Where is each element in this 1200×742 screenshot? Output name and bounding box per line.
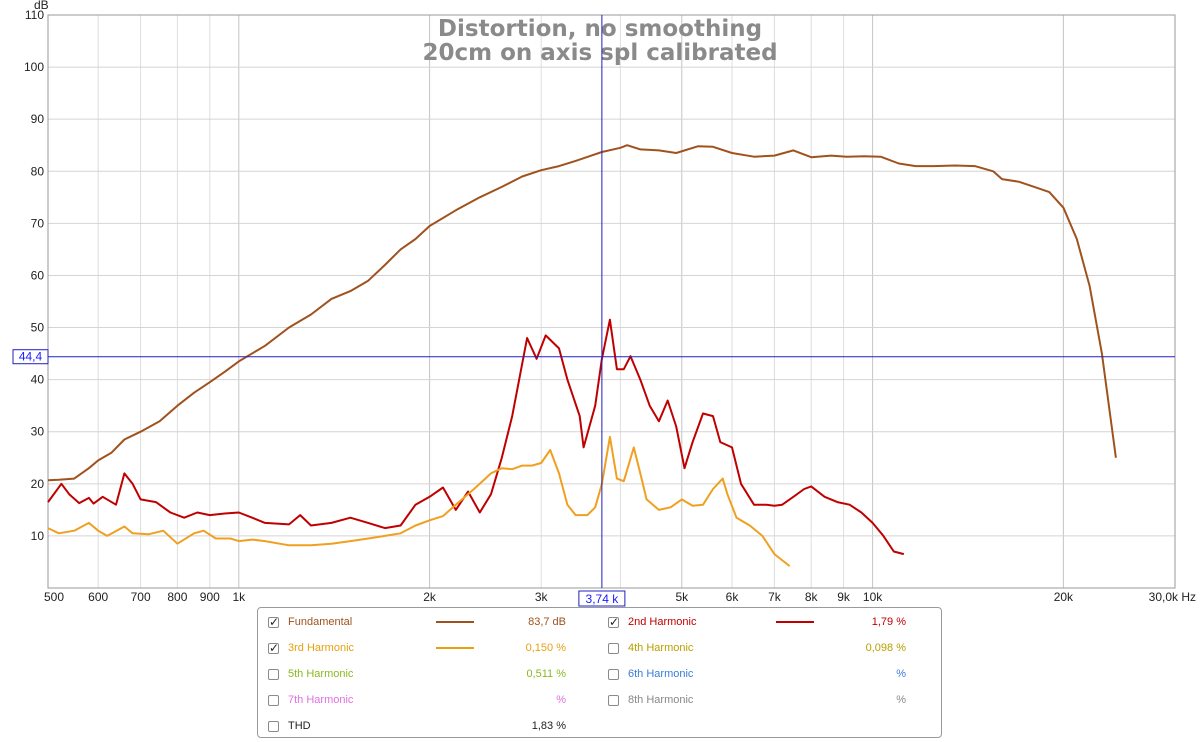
cursor-y-readout: 44,4	[19, 350, 43, 364]
legend-value: 1,79 %	[871, 616, 906, 628]
x-tick-label: 9k	[837, 590, 851, 604]
chart-subtitle: 20cm on axis spl calibrated	[422, 40, 777, 66]
x-tick-label: 7k	[768, 590, 782, 604]
legend-row-thd: THD 1,83 %	[268, 717, 598, 735]
y-tick-label: 40	[31, 373, 45, 387]
series-line-3rd-harmonic	[47, 435, 791, 567]
plot-frame	[47, 14, 1176, 589]
legend-series-name: 2nd Harmonic	[628, 616, 697, 628]
legend-value: %	[896, 694, 906, 706]
chart-series	[47, 144, 1117, 567]
legend-value: 0,098 %	[865, 642, 906, 654]
legend-series-name: 5th Harmonic	[288, 668, 354, 680]
x-tick-label: 8k	[805, 590, 819, 604]
x-axis-ticks: 500 600 700 800 900 1k 2k 3k 5k 6k 7k 8k 9k 10k 20k 30,…	[44, 590, 1196, 604]
y-tick-label: 80	[31, 164, 45, 178]
legend-checkbox[interactable]	[268, 668, 279, 680]
series-line-fundamental	[47, 144, 1117, 482]
y-tick-label: 20	[31, 477, 45, 491]
legend-row-fundamental: Fundamental 83,7 dB	[268, 613, 598, 631]
chart-grid	[47, 14, 1176, 588]
x-tick-label: 900	[200, 590, 220, 604]
x-tick-label: 5k	[675, 590, 689, 604]
x-tick-label: 20k	[1054, 590, 1074, 604]
x-tick-label: 500	[44, 590, 64, 604]
y-tick-label: 100	[24, 60, 44, 74]
x-tick-label: 30,0k Hz	[1149, 590, 1196, 604]
legend-value: 0,150 %	[525, 642, 566, 654]
cursor-x-readout-box	[578, 590, 626, 607]
legend-checkbox[interactable]	[608, 642, 619, 654]
y-tick-label: 110	[25, 8, 44, 22]
legend-value: %	[556, 694, 566, 706]
legend-series-name: 6th Harmonic	[628, 668, 694, 680]
legend-line-swatch	[436, 647, 474, 649]
legend-series-name: 4th Harmonic	[628, 642, 694, 654]
x-tick-label: 800	[167, 590, 187, 604]
legend-value: 1,83 %	[531, 720, 566, 732]
legend-line-swatch	[436, 621, 474, 623]
y-tick-label: 50	[31, 321, 45, 335]
legend-value: %	[896, 668, 906, 680]
legend-checkbox[interactable]	[608, 668, 619, 680]
x-tick-label: 6k	[726, 590, 740, 604]
y-tick-label: 30	[31, 425, 45, 439]
legend-checkbox[interactable]	[608, 615, 619, 629]
cursor-x-readout: 3,74 k	[586, 592, 620, 606]
y-tick-label: 10	[31, 529, 45, 543]
legend-value: 0,511 %	[526, 668, 566, 680]
legend-value: 83,7 dB	[528, 616, 566, 628]
legend-checkbox[interactable]	[608, 694, 619, 706]
y-axis-ticks: 10 20 30 40 50 60 70 80 90 100 110	[24, 8, 44, 543]
legend-series-name: THD	[288, 720, 311, 732]
legend-series-name: 3rd Harmonic	[288, 642, 355, 654]
cursor-y-readout-box	[12, 349, 49, 365]
legend-row-3rd-harmonic: 3rd Harmonic 0,150 %	[268, 639, 598, 657]
legend-row-8th-harmonic: 8th Harmonic%	[608, 691, 938, 709]
legend-line-swatch	[776, 621, 814, 623]
legend-panel: Fundamental 83,7 dB 2nd Harmonic 1,79 % 3rd …	[257, 607, 942, 738]
distortion-chart[interactable]: 10 20 30 40 50 60 70 80 90 100 110 500 600 700 800 900…	[0, 0, 1200, 610]
legend-series-name: Fundamental	[288, 616, 353, 628]
legend-checkbox[interactable]	[268, 615, 279, 629]
legend-checkbox[interactable]	[268, 720, 279, 732]
x-tick-label: 2k	[423, 590, 437, 604]
x-tick-label: 10k	[863, 590, 883, 604]
series-line-2nd-harmonic	[47, 318, 905, 556]
legend-series-name: 8th Harmonic	[628, 694, 694, 706]
legend-checkbox[interactable]	[268, 641, 279, 655]
x-tick-label: 3k	[535, 590, 549, 604]
plot-border	[47, 14, 1176, 589]
x-tick-label: 600	[88, 590, 108, 604]
legend-row-2nd-harmonic: 2nd Harmonic 1,79 %	[608, 613, 938, 631]
y-tick-label: 60	[31, 268, 45, 282]
y-tick-label: 90	[31, 112, 45, 126]
y-tick-label: 70	[31, 216, 45, 230]
legend-checkbox[interactable]	[268, 694, 279, 706]
legend-row-7th-harmonic: 7th Harmonic%	[268, 691, 598, 709]
x-tick-label: 700	[131, 590, 151, 604]
legend-series-name: 7th Harmonic	[288, 694, 354, 706]
legend-row-4th-harmonic: 4th Harmonic 0,098 %	[608, 639, 938, 657]
x-tick-label: 1k	[232, 590, 246, 604]
y-axis-unit: dB	[34, 0, 49, 12]
legend-row-6th-harmonic: 6th Harmonic%	[608, 665, 938, 683]
cursor-crosshair[interactable]: 44,4 3,74 k	[12, 15, 1175, 607]
chart-title: Distortion, no smoothing	[438, 16, 762, 42]
legend-row-5th-harmonic: 5th Harmonic 0,511 %	[268, 665, 598, 683]
